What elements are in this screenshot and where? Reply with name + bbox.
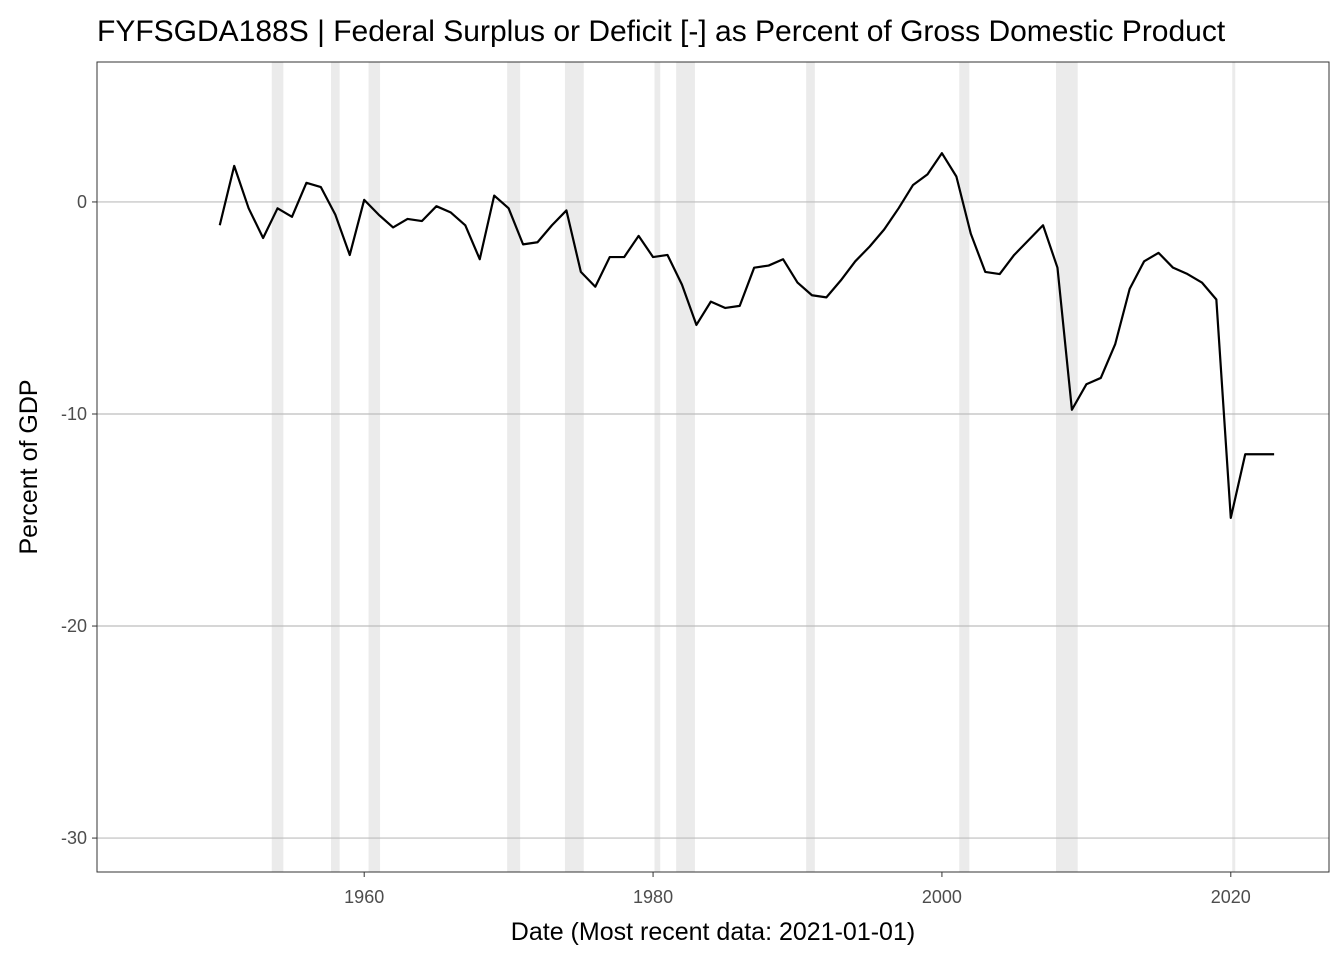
recession-band xyxy=(1056,62,1078,872)
y-tick-label: -20 xyxy=(61,616,87,636)
recession-band xyxy=(272,62,284,872)
recession-band xyxy=(959,62,969,872)
y-axis-title: Percent of GDP xyxy=(15,379,43,554)
recession-band xyxy=(507,62,520,872)
chart-title: FYFSGDA188S | Federal Surplus or Deficit… xyxy=(97,15,1226,48)
x-tick-label: 1980 xyxy=(633,887,673,907)
recession-band xyxy=(369,62,381,872)
y-tick-label: 0 xyxy=(77,192,87,212)
recession-band xyxy=(331,62,340,872)
recession-band xyxy=(565,62,584,872)
x-tick-label: 2020 xyxy=(1211,887,1251,907)
recession-band xyxy=(655,62,661,872)
recession-band xyxy=(1232,62,1235,872)
x-tick-label: 1960 xyxy=(344,887,384,907)
recession-band xyxy=(676,62,695,872)
y-tick-label: -10 xyxy=(61,404,87,424)
y-tick-label: -30 xyxy=(61,828,87,848)
x-axis-title: Date (Most recent data: 2021-01-01) xyxy=(511,918,915,946)
recession-band xyxy=(806,62,815,872)
x-tick-label: 2000 xyxy=(922,887,962,907)
